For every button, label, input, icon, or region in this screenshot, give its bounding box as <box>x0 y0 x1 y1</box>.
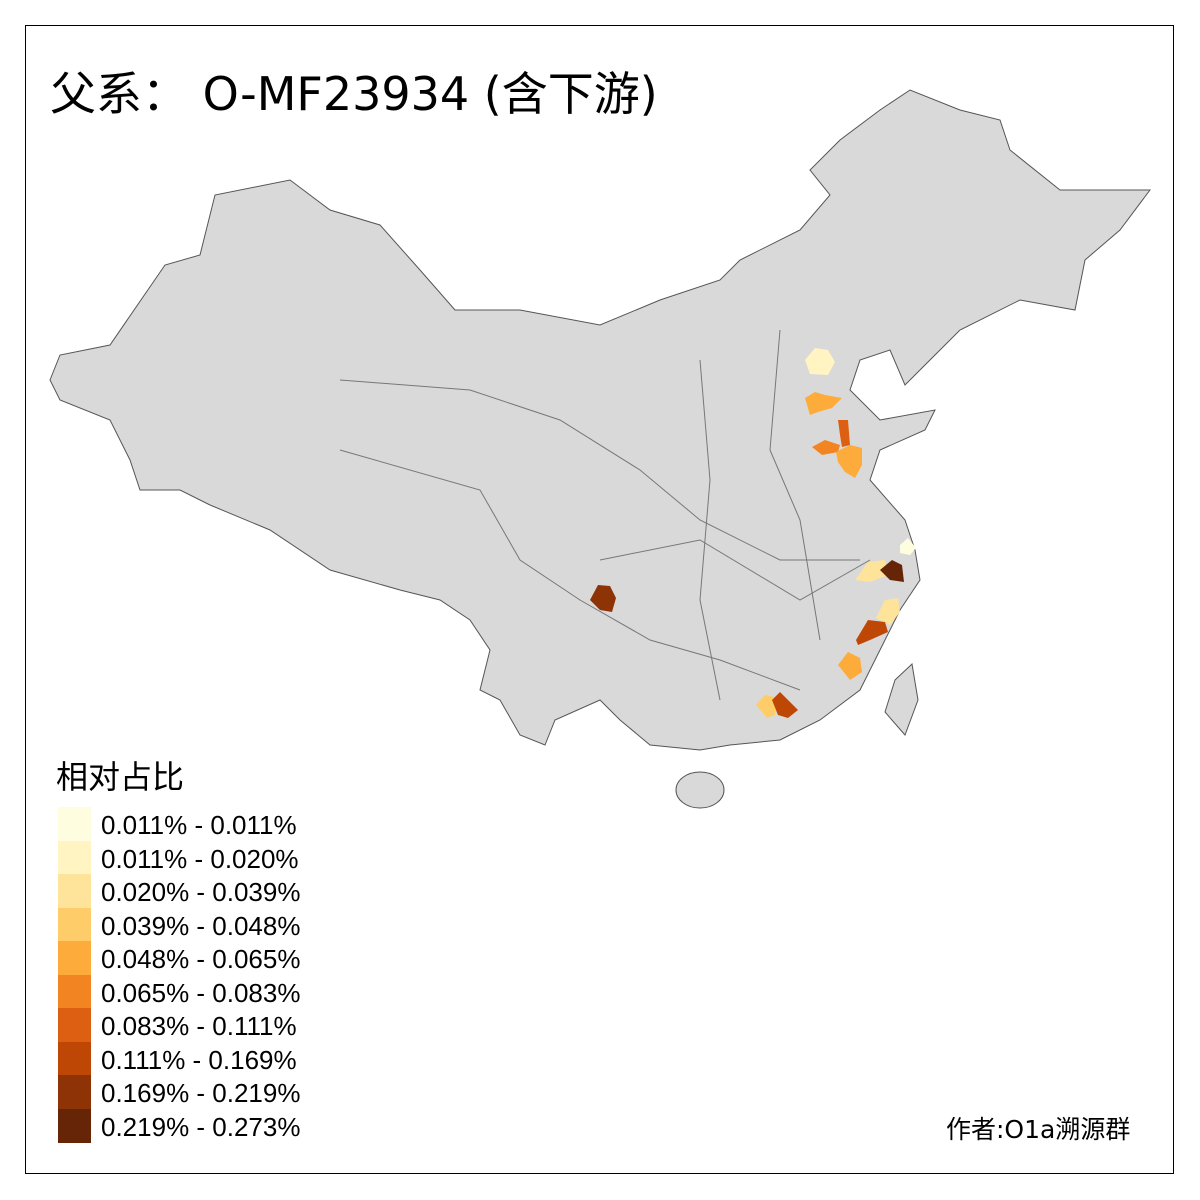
region-shanghai <box>900 538 916 555</box>
legend-swatch <box>58 841 91 875</box>
legend-label: 0.039% - 0.048% <box>101 911 301 941</box>
legend-label: 0.169% - 0.219% <box>101 1078 301 1108</box>
legend-swatch <box>58 1008 91 1042</box>
region-fujian-south <box>838 652 862 680</box>
legend-swatch <box>58 1109 91 1143</box>
legend-label: 0.020% - 0.039% <box>101 877 301 907</box>
legend-item: 0.011% - 0.011% <box>58 807 318 841</box>
region-guangdong-central <box>772 692 798 718</box>
legend-label: 0.011% - 0.020% <box>101 844 299 874</box>
legend-label: 0.219% - 0.273% <box>101 1112 301 1142</box>
legend-label: 0.083% - 0.111% <box>101 1011 297 1041</box>
legend-label: 0.011% - 0.011% <box>101 810 297 840</box>
province-border <box>599 539 871 601</box>
province-border <box>339 449 801 691</box>
legend-swatch <box>58 1075 91 1109</box>
legend-item: 0.111% - 0.169% <box>58 1042 318 1076</box>
legend-swatch <box>58 908 91 942</box>
legend-label: 0.065% - 0.083% <box>101 978 301 1008</box>
legend-swatch <box>58 941 91 975</box>
legend-swatch <box>58 1042 91 1076</box>
legend-item: 0.020% - 0.039% <box>58 874 318 908</box>
region-fujian-north <box>856 620 888 645</box>
legend-item: 0.048% - 0.065% <box>58 941 318 975</box>
region-sichuan <box>590 585 616 612</box>
legend-swatch <box>58 807 91 841</box>
legend-title: 相对占比 <box>56 758 185 796</box>
legend-swatch <box>58 975 91 1009</box>
legend-item: 0.083% - 0.111% <box>58 1008 318 1042</box>
region-shandong-west <box>812 440 840 455</box>
legend-item: 0.169% - 0.219% <box>58 1075 318 1109</box>
province-border <box>769 329 821 641</box>
region-shandong-north <box>838 420 850 447</box>
province-border <box>339 379 860 561</box>
region-zhejiang-west <box>855 560 888 582</box>
region-shandong-south <box>836 445 862 478</box>
legend-label: 0.048% - 0.065% <box>101 944 301 974</box>
legend-swatch <box>58 874 91 908</box>
region-guangdong-west <box>756 695 775 718</box>
region-zhejiang-hangzhou <box>880 560 904 582</box>
taiwan-island <box>884 662 919 736</box>
legend-item: 0.039% - 0.048% <box>58 908 318 942</box>
author-credit: 作者:O1a溯源群 <box>946 1115 1131 1144</box>
mainland-outline <box>49 89 1151 751</box>
highlighted-regions <box>590 348 916 718</box>
hainan-island <box>675 771 725 809</box>
legend-item: 0.011% - 0.020% <box>58 841 318 875</box>
region-zhejiang-south <box>876 598 900 625</box>
plot-border <box>25 25 1174 1174</box>
region-beijing <box>805 348 835 375</box>
province-border <box>699 359 721 701</box>
legend-item: 0.065% - 0.083% <box>58 975 318 1009</box>
region-hebei-area <box>805 392 842 415</box>
province-borders <box>339 329 871 701</box>
map-title: 父系： O-MF23934 (含下游) <box>50 67 658 121</box>
legend-label: 0.111% - 0.169% <box>101 1045 297 1075</box>
legend-item: 0.219% - 0.273% <box>58 1109 318 1143</box>
